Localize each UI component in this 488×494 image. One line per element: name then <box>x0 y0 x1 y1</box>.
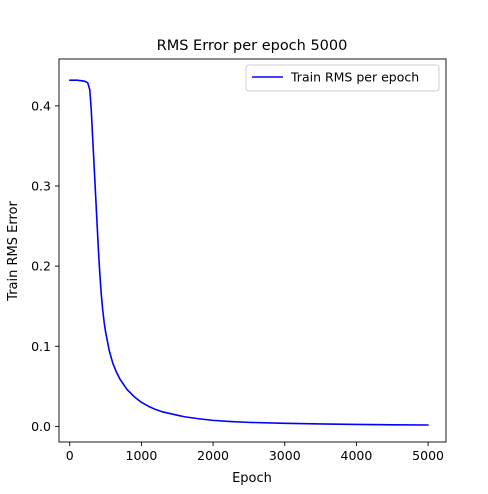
x-axis-ticks: 0 1000 2000 3000 4000 5000 <box>66 442 444 463</box>
y-tick-label: 0.0 <box>31 419 51 434</box>
y-tick-label: 0.2 <box>31 259 51 274</box>
x-tick-label: 3000 <box>269 448 301 463</box>
y-tick-label: 0.4 <box>31 98 51 113</box>
plot-area <box>59 59 446 442</box>
y-axis-label: Train RMS Error <box>6 201 21 302</box>
chart-title: RMS Error per epoch 5000 <box>157 38 348 54</box>
y-tick-label: 0.3 <box>31 178 51 193</box>
y-tick-label: 0.1 <box>31 339 51 354</box>
legend: Train RMS per epoch <box>246 65 439 91</box>
y-axis-ticks: 0.0 0.1 0.2 0.3 0.4 <box>31 98 59 434</box>
x-tick-label: 2000 <box>197 448 229 463</box>
x-tick-label: 4000 <box>341 448 373 463</box>
x-axis-label: Epoch <box>232 471 272 486</box>
x-tick-label: 5000 <box>412 448 444 463</box>
x-tick-label: 1000 <box>126 448 158 463</box>
legend-label: Train RMS per epoch <box>290 70 419 85</box>
x-tick-label: 0 <box>66 448 74 463</box>
